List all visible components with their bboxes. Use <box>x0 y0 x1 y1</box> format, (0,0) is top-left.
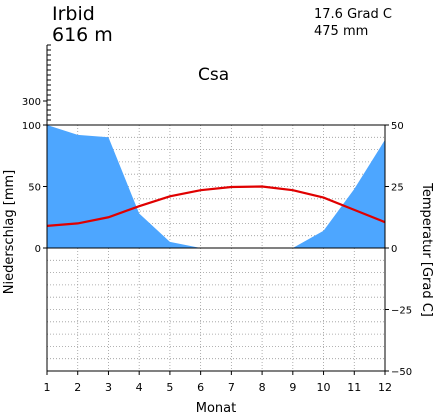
x-tick-label: 10 <box>317 381 331 394</box>
right-tick-label: 25 <box>391 183 404 194</box>
station-elevation: 616 m <box>52 24 113 46</box>
station-name: Irbid <box>52 3 95 25</box>
annual-precipitation-label: 475 mm <box>314 24 368 39</box>
mean-temperature-label: 17.6 Grad C <box>314 7 392 22</box>
x-tick-label: 3 <box>105 381 112 394</box>
left-tick-labels: 300 100 50 0 <box>22 97 47 255</box>
precip-upper-ticks <box>47 44 51 121</box>
left-tick-label: 300 <box>22 97 41 108</box>
temperature-line <box>46 185 386 227</box>
x-tick-label: 9 <box>289 381 296 394</box>
left-tick-label: 0 <box>35 244 41 255</box>
x-tick-label: 8 <box>259 381 266 394</box>
right-tick-label: −50 <box>391 367 412 378</box>
left-tick-label: 50 <box>28 183 41 194</box>
x-tick-label: 5 <box>166 381 173 394</box>
right-tick-label: −25 <box>391 306 412 317</box>
right-axis-label: Temperatur [Grad C] <box>419 182 434 317</box>
x-tick-label: 11 <box>347 381 361 394</box>
x-tick-label: 1 <box>44 381 51 394</box>
x-tick-label: 7 <box>228 381 235 394</box>
x-tick-label: 6 <box>197 381 204 394</box>
precipitation-area <box>47 125 385 248</box>
right-tick-label: 0 <box>391 244 397 255</box>
x-tick-labels: 1 2 3 4 5 6 7 8 9 10 11 12 <box>44 371 392 394</box>
right-tick-labels: 50 25 0 −25 −50 <box>385 121 412 378</box>
left-tick-label: 100 <box>22 121 41 132</box>
x-tick-label: 2 <box>74 381 81 394</box>
x-axis-label: Monat <box>196 401 236 416</box>
x-tick-label: 4 <box>136 381 143 394</box>
right-tick-label: 50 <box>391 121 404 132</box>
climate-class-label: Csa <box>198 65 229 85</box>
left-axis-label: Niederschlag [mm] <box>2 170 17 295</box>
x-tick-label: 12 <box>378 381 392 394</box>
